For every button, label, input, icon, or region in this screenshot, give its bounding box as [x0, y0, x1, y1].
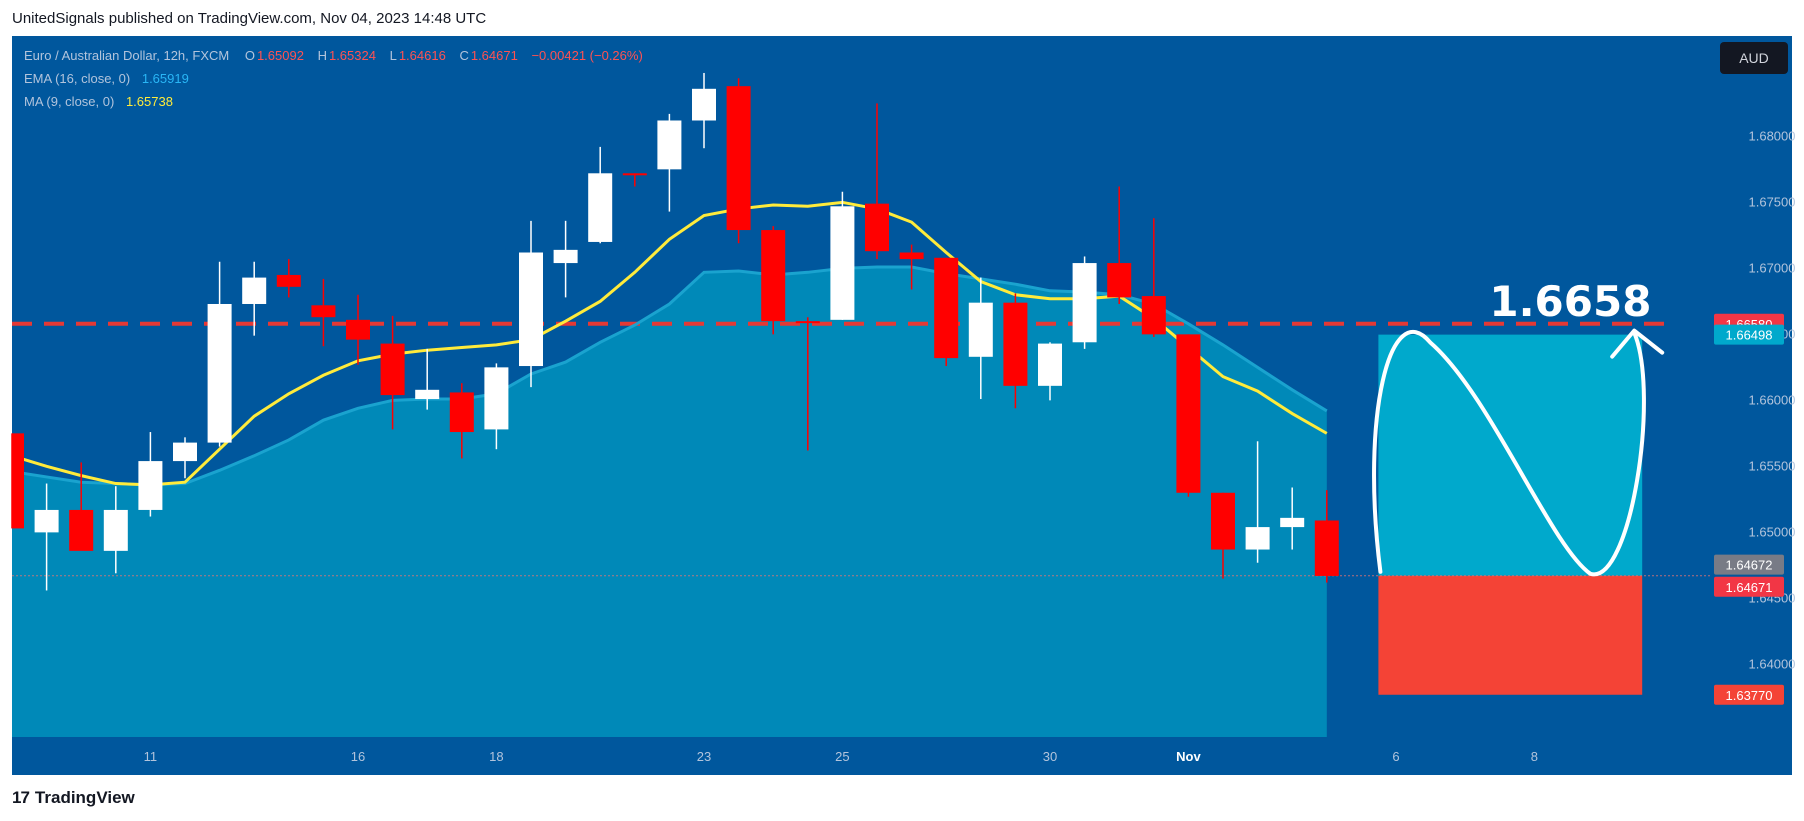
candle-body — [103, 509, 128, 551]
target-annotation: 1.6658 — [1489, 277, 1651, 326]
candle-body — [726, 86, 751, 231]
y-tick-label: 1.66000 — [1749, 392, 1796, 407]
price-tag-label: 1.64672 — [1726, 558, 1773, 573]
candle-body — [12, 433, 24, 529]
legend-symbol: Euro / Australian Dollar, 12h, FXCM — [24, 48, 230, 63]
candle-body — [311, 305, 336, 318]
candle-body — [449, 392, 474, 433]
price-tag — [1714, 576, 1784, 597]
stop-zone — [1378, 575, 1643, 695]
legend-ma-value: 1.65738 — [125, 94, 173, 109]
x-tick-label: 23 — [697, 749, 711, 764]
candle-body — [588, 173, 613, 242]
legend-open-label: O — [244, 48, 255, 63]
candle-body — [1141, 296, 1166, 335]
legend-high-value: 1.65324 — [328, 48, 376, 63]
y-tick-label: 1.65500 — [1749, 458, 1796, 473]
candle-body — [1072, 263, 1097, 343]
candle-body — [207, 303, 232, 443]
level-lines — [12, 321, 1712, 577]
price-tag — [1714, 554, 1784, 575]
projection-curve — [1372, 329, 1646, 576]
y-tick-label: 1.65000 — [1749, 524, 1796, 539]
y-tick-label: 1.68000 — [1749, 128, 1796, 143]
x-tick-label: 30 — [1043, 749, 1057, 764]
candle-body — [34, 509, 59, 533]
candle-body — [553, 249, 578, 264]
tradingview-wordmark: TradingView — [34, 788, 135, 807]
candle-body — [1280, 517, 1305, 528]
legend-ema-value: 1.65919 — [141, 71, 189, 86]
tradingview-mark-icon: 17 — [12, 788, 30, 807]
legend-close-value: 1.64671 — [470, 48, 518, 63]
legend-high-label: H — [317, 48, 327, 63]
candle-body — [1003, 302, 1028, 386]
candle-body — [865, 203, 889, 252]
candle-body — [1314, 520, 1339, 576]
candle-body — [761, 230, 786, 322]
legend-ema-label: EMA (16, close, 0) — [24, 71, 131, 86]
candle-body — [346, 319, 370, 340]
candle-body — [830, 206, 855, 320]
projection-arrow-icon — [1610, 328, 1665, 359]
candle-body — [968, 302, 993, 357]
legend-open-value: 1.65092 — [256, 48, 304, 63]
candle-body — [692, 88, 716, 121]
legend-row-ma: MA (9, close, 0) 1.65738 — [24, 94, 175, 109]
price-tag — [1714, 684, 1784, 705]
position-zones — [1378, 334, 1643, 695]
x-tick-label: 16 — [351, 749, 365, 764]
x-tick-label: 6 — [1392, 749, 1399, 764]
y-tick-label: 1.64000 — [1749, 656, 1796, 671]
y-tick-label: 1.67500 — [1749, 194, 1796, 209]
candle-body — [1038, 343, 1062, 386]
candle-body — [899, 252, 924, 260]
candle-body — [795, 321, 820, 324]
candle-body — [415, 389, 440, 400]
candle-body — [1211, 492, 1235, 550]
legend-change: −0.00421 (−0.26%) — [531, 48, 643, 63]
candle-body — [173, 442, 197, 462]
x-tick-label: 18 — [489, 749, 503, 764]
candle-body — [1107, 263, 1132, 298]
price-tag-label: 1.63770 — [1726, 688, 1773, 703]
legend-low-value: 1.64616 — [398, 48, 446, 63]
candle-body — [934, 257, 959, 359]
tradingview-logo[interactable]: 17 TradingView — [12, 788, 135, 808]
time-axis[interactable]: 11 16 18 23 25 30 Nov 6 8 — [144, 749, 1538, 764]
candle-body — [1245, 527, 1270, 550]
legend-ma-label: MA (9, close, 0) — [24, 94, 115, 109]
candles — [11, 72, 1339, 591]
price-tag — [1714, 324, 1784, 345]
candle-body — [1176, 334, 1201, 493]
legend-close-label: C — [459, 48, 469, 63]
projection-drawing: 1.6658 — [1372, 277, 1665, 576]
y-tick-label: 1.67000 — [1749, 260, 1796, 275]
candle-body — [380, 343, 405, 396]
candle-body — [69, 509, 94, 551]
candle-body — [242, 277, 267, 304]
candle-body — [657, 120, 682, 170]
candle-body — [519, 252, 543, 367]
legend-low-label: L — [389, 48, 397, 63]
x-tick-label: 11 — [144, 749, 158, 764]
currency-button[interactable]: AUD — [1720, 42, 1788, 74]
x-tick-label: 25 — [835, 749, 849, 764]
legend-row-ema: EMA (16, close, 0) 1.65919 — [24, 71, 191, 86]
price-tag-label: 1.64671 — [1726, 580, 1773, 595]
legend-row-symbol: Euro / Australian Dollar, 12h, FXCM O 1.6… — [24, 48, 645, 63]
price-axis[interactable]: 1.680001.675001.670001.665001.660001.655… — [1714, 128, 1796, 705]
candle-body — [622, 173, 647, 176]
x-tick-label: Nov — [1176, 749, 1201, 764]
price-tag-label: 1.66498 — [1726, 328, 1773, 343]
x-tick-label: 8 — [1531, 749, 1538, 764]
ema-area-fill — [12, 267, 1327, 737]
candle-body — [138, 461, 163, 510]
publisher-header: UnitedSignals published on TradingView.c… — [12, 10, 487, 27]
candle-body — [484, 367, 509, 430]
candle-body — [276, 274, 301, 287]
price-axis-background — [1712, 36, 1792, 775]
ema-area-layer — [12, 267, 1327, 737]
